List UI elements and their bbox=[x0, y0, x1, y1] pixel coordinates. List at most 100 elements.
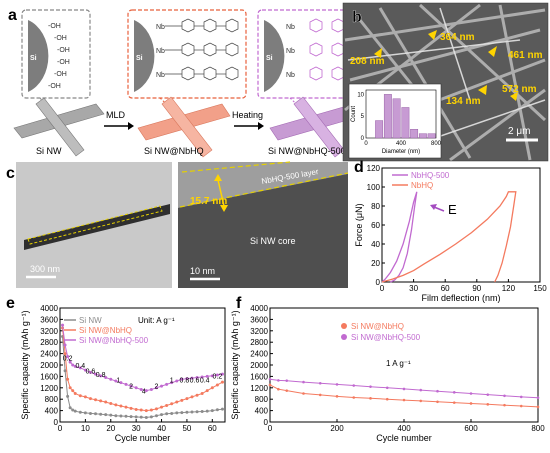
data-point bbox=[134, 407, 138, 411]
data-point bbox=[160, 413, 164, 417]
data-point bbox=[285, 379, 289, 382]
oh-label: -OH bbox=[48, 83, 61, 90]
data-point bbox=[503, 394, 506, 398]
data-point bbox=[215, 408, 219, 412]
x-axis-label: Film deflection (nm) bbox=[421, 293, 500, 303]
data-point bbox=[175, 379, 179, 383]
x-tick-label: 60 bbox=[208, 424, 217, 433]
data-point bbox=[104, 400, 108, 404]
data-point bbox=[63, 352, 67, 356]
rate-label: 4 bbox=[142, 389, 146, 396]
data-point bbox=[469, 402, 473, 405]
carbonized-ring bbox=[309, 18, 323, 33]
panel-a: a Si -OH -OH -OH -OH -OH -OH Si bbox=[8, 7, 369, 158]
tem-right-scale-label: 10 nm bbox=[190, 266, 215, 276]
data-point bbox=[129, 384, 133, 388]
data-point bbox=[486, 393, 490, 396]
data-point bbox=[268, 377, 272, 381]
oh-label: -OH bbox=[48, 23, 61, 30]
histogram-bar bbox=[401, 107, 410, 139]
data-point bbox=[486, 403, 490, 406]
x-tick-label: 600 bbox=[464, 424, 478, 433]
sem-diameter-arrows bbox=[374, 30, 518, 101]
inset-x-tick: 400 bbox=[396, 141, 407, 147]
data-point bbox=[154, 414, 158, 418]
nb-label: Nb bbox=[156, 24, 165, 31]
inset-x-tick: 800 bbox=[431, 141, 442, 147]
data-point bbox=[285, 389, 289, 392]
data-point bbox=[185, 410, 189, 414]
oh-label: -OH bbox=[54, 71, 67, 78]
rate-label: 2 bbox=[155, 383, 159, 390]
data-point bbox=[83, 395, 87, 399]
y-tick-label: 3600 bbox=[250, 315, 268, 324]
data-point bbox=[124, 382, 128, 386]
data-point bbox=[99, 399, 103, 403]
data-point bbox=[200, 392, 204, 395]
data-point bbox=[195, 410, 199, 414]
nb-label: Nb bbox=[156, 72, 165, 79]
data-point bbox=[114, 379, 118, 383]
series-line-nbhq-500 bbox=[381, 191, 418, 283]
data-point bbox=[71, 389, 75, 393]
legend-marker-si-nw-nbhq bbox=[341, 323, 347, 329]
y-tick-label: 1600 bbox=[250, 372, 268, 381]
y-tick-label: 800 bbox=[45, 395, 59, 404]
series-line-nbhq bbox=[381, 191, 517, 283]
panel-e: e 0 10 20 30 40 50 60 0 400 800 1200 1600 2000 2400 28… bbox=[6, 295, 226, 443]
nanowire-nbhq bbox=[137, 96, 231, 158]
data-point bbox=[536, 396, 540, 400]
legend-marker-si-nw-nbhq-500 bbox=[341, 334, 347, 340]
data-point bbox=[195, 393, 199, 397]
y-tick-label: 0 bbox=[376, 278, 381, 287]
nb-label: Nb bbox=[286, 72, 295, 79]
data-point bbox=[149, 408, 153, 412]
y-tick-label: 4000 bbox=[250, 304, 268, 313]
data-point bbox=[88, 397, 92, 401]
y-axis-label: Force (μN) bbox=[354, 203, 364, 246]
data-point bbox=[318, 393, 322, 397]
y-tick-label: 100 bbox=[367, 183, 381, 192]
data-point bbox=[68, 386, 72, 390]
y-tick-label: 2000 bbox=[40, 361, 58, 370]
x-tick-label: 90 bbox=[472, 284, 481, 293]
histogram-bar bbox=[383, 94, 392, 139]
caption-si-nw-nbhq: Si NW@NbHQ bbox=[144, 146, 204, 156]
data-point bbox=[385, 386, 389, 390]
data-point bbox=[335, 395, 339, 398]
data-point bbox=[536, 405, 540, 409]
data-point bbox=[195, 376, 199, 380]
tem-nanowire bbox=[24, 204, 170, 250]
y-tick-label: 3200 bbox=[40, 327, 58, 336]
data-point bbox=[452, 401, 456, 404]
cycling-plot: 0 200 400 600 800 0 400 800 1200 1600 2000 2400 2800… bbox=[230, 304, 545, 443]
data-point bbox=[436, 400, 439, 404]
data-point bbox=[503, 403, 506, 407]
data-point bbox=[63, 369, 67, 373]
x-tick-label: 800 bbox=[531, 424, 545, 433]
data-point bbox=[71, 363, 75, 367]
data-point bbox=[139, 408, 143, 412]
data-point bbox=[165, 382, 169, 386]
legend-label-f-si-nw-nbhq-500: Si NW@NbHQ-500 bbox=[351, 333, 421, 342]
caption-si-nw: Si NW bbox=[36, 146, 62, 156]
data-point bbox=[109, 377, 113, 381]
arrow-364 bbox=[428, 30, 437, 40]
data-point bbox=[99, 412, 103, 416]
tem-coating-outline bbox=[27, 205, 163, 245]
data-point bbox=[119, 381, 123, 385]
data-point bbox=[165, 412, 169, 416]
data-point bbox=[419, 399, 423, 403]
data-point bbox=[149, 388, 153, 392]
x-tick-label: 0 bbox=[380, 284, 385, 293]
tem-core-region bbox=[178, 174, 348, 288]
data-point bbox=[114, 414, 118, 418]
data-point bbox=[180, 398, 184, 402]
histogram-bar bbox=[392, 98, 401, 139]
x-tick-label: 40 bbox=[157, 424, 166, 433]
si-core-label-2: Si bbox=[136, 55, 143, 62]
inset-frame bbox=[365, 89, 437, 139]
oh-label: -OH bbox=[57, 59, 70, 66]
